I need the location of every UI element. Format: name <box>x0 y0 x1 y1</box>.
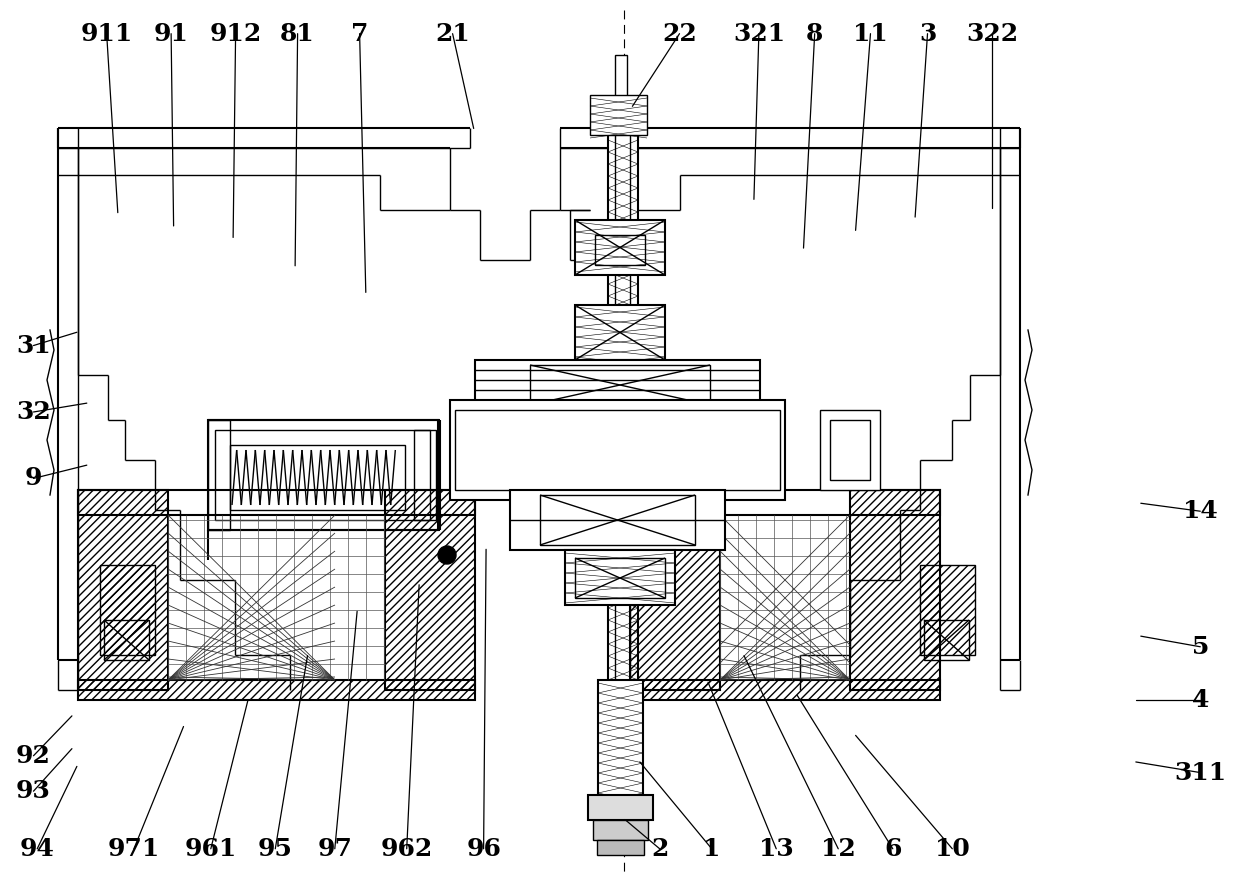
Text: 10: 10 <box>935 836 970 861</box>
Bar <box>510 490 725 550</box>
Text: 92: 92 <box>16 743 51 768</box>
Bar <box>924 620 968 660</box>
Bar <box>820 410 880 490</box>
Bar <box>575 558 665 598</box>
Bar <box>539 495 694 545</box>
Bar <box>575 305 665 360</box>
Text: 22: 22 <box>662 21 697 46</box>
Text: 962: 962 <box>381 836 433 861</box>
Text: 971: 971 <box>108 836 160 861</box>
Bar <box>630 680 940 700</box>
Text: 13: 13 <box>759 836 794 861</box>
Bar <box>215 430 430 520</box>
Text: 12: 12 <box>821 836 856 861</box>
Bar <box>208 420 438 530</box>
Bar <box>608 135 639 685</box>
Bar <box>450 400 785 500</box>
Text: 81: 81 <box>280 21 315 46</box>
Text: 4: 4 <box>1192 688 1209 712</box>
Bar <box>588 795 653 820</box>
Bar <box>593 820 649 840</box>
Circle shape <box>438 546 456 564</box>
Text: 7: 7 <box>351 21 368 46</box>
Text: 311: 311 <box>1174 760 1226 785</box>
Bar <box>830 420 870 480</box>
Text: 11: 11 <box>853 21 888 46</box>
Bar <box>104 620 149 660</box>
Bar <box>590 95 647 135</box>
Text: 97: 97 <box>317 836 352 861</box>
Bar <box>575 220 665 275</box>
Text: 912: 912 <box>210 21 262 46</box>
Text: 94: 94 <box>20 836 55 861</box>
Text: 3: 3 <box>919 21 936 46</box>
Bar <box>455 410 780 490</box>
Text: 14: 14 <box>1183 499 1218 524</box>
Text: 1: 1 <box>703 836 720 861</box>
Text: 91: 91 <box>154 21 188 46</box>
Text: 321: 321 <box>733 21 785 46</box>
Text: 93: 93 <box>16 779 51 804</box>
Bar <box>208 420 229 530</box>
Bar <box>475 360 760 410</box>
Bar <box>595 235 645 265</box>
Text: 8: 8 <box>806 21 823 46</box>
Bar <box>920 565 975 655</box>
Bar <box>529 365 711 405</box>
Bar <box>78 490 167 690</box>
Bar <box>596 840 644 855</box>
Bar <box>100 565 155 655</box>
Text: 31: 31 <box>16 333 51 358</box>
Text: 5: 5 <box>1192 634 1209 659</box>
Bar <box>849 490 940 690</box>
Text: 96: 96 <box>466 836 501 861</box>
Text: 32: 32 <box>16 400 51 424</box>
Bar <box>565 550 675 605</box>
Text: 6: 6 <box>884 836 901 861</box>
Bar <box>78 680 475 700</box>
Text: 9: 9 <box>25 466 42 491</box>
Bar <box>384 490 475 690</box>
Text: 961: 961 <box>185 836 237 861</box>
Bar <box>615 55 627 135</box>
Bar <box>630 490 940 515</box>
Text: 2: 2 <box>651 836 668 861</box>
Text: 21: 21 <box>435 21 470 46</box>
Bar <box>78 490 475 515</box>
Bar <box>229 445 405 510</box>
Bar <box>598 680 644 810</box>
Bar <box>630 490 720 690</box>
Text: 322: 322 <box>966 21 1018 46</box>
Bar <box>414 430 436 520</box>
Text: 95: 95 <box>258 836 293 861</box>
Text: 911: 911 <box>81 21 133 46</box>
